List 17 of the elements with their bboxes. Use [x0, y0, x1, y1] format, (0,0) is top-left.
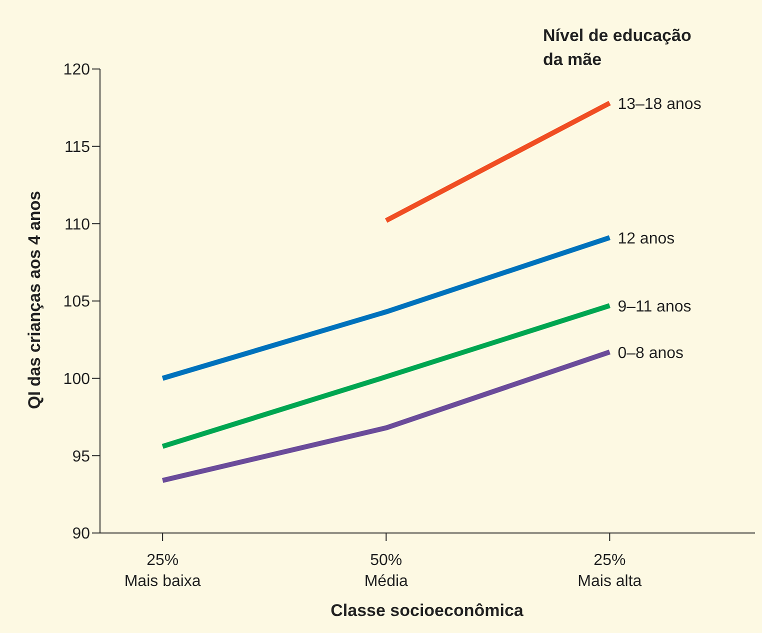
x-tick-label: 25% Mais alta [578, 552, 642, 590]
y-tick-label: 100 [63, 371, 90, 388]
x-tick-label: 50% Média [364, 552, 408, 590]
y-tick-label: 90 [72, 526, 90, 543]
series-label: 0–8 anos [618, 345, 684, 362]
y-tick-label: 95 [72, 448, 90, 466]
series-label: 13–18 anos [618, 96, 702, 114]
legend-title: Nível de educação da mãe [543, 25, 692, 71]
series-label: 12 anos [618, 230, 675, 248]
y-tick-label: 110 [64, 216, 90, 234]
y-tick-label: 115 [64, 139, 90, 156]
y-tick-label: 105 [63, 294, 90, 311]
y-tick-label: 120 [63, 62, 90, 79]
x-tick-label: 25% Mais baixa [124, 552, 201, 590]
x-axis-title: Classe socioeconômica [330, 601, 524, 620]
series-label: 9–11 anos [618, 298, 692, 316]
y-axis-title: QI das crianças aos 4 anos [25, 190, 44, 410]
